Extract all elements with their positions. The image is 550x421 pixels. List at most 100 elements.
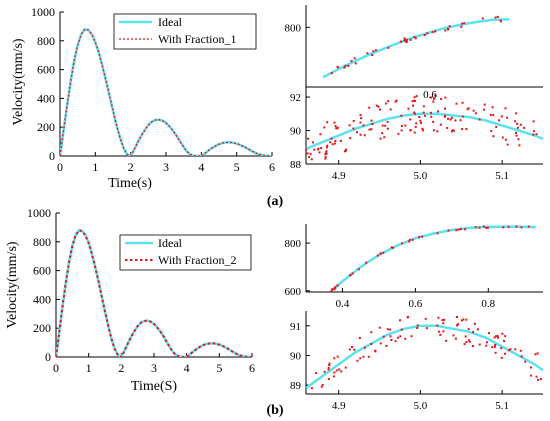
fraction-point xyxy=(348,124,351,127)
fraction-point xyxy=(504,335,507,338)
fraction-point xyxy=(387,100,390,103)
fraction-point xyxy=(412,104,414,107)
x-tick-label: 5 xyxy=(216,361,222,375)
fraction-point xyxy=(327,368,330,371)
fraction-point xyxy=(500,115,503,118)
fraction-point xyxy=(482,225,485,228)
fraction-point xyxy=(474,322,476,325)
fraction-point xyxy=(450,116,453,119)
fraction-point xyxy=(339,139,342,142)
fraction-point xyxy=(523,126,526,129)
y-tick-label: 400 xyxy=(37,91,55,105)
fraction-point xyxy=(363,134,366,137)
fraction-point xyxy=(436,232,439,235)
y-tick-label: 800 xyxy=(285,22,302,34)
fraction-point xyxy=(519,349,522,352)
fraction-points xyxy=(330,225,530,292)
fraction-point xyxy=(362,124,365,127)
fraction-point xyxy=(422,111,425,114)
fraction-point xyxy=(425,327,428,330)
fraction-point xyxy=(370,119,373,122)
x-tick-label: 5 xyxy=(234,160,240,174)
fraction-point xyxy=(336,284,339,287)
panel-label-a: (a) xyxy=(267,194,284,209)
fraction-point xyxy=(333,142,336,145)
fraction-point xyxy=(404,124,407,127)
fraction-point xyxy=(504,138,507,141)
fraction-point xyxy=(423,34,426,36)
fraction-point xyxy=(499,19,502,22)
fraction-point xyxy=(306,148,307,151)
fraction-series-line xyxy=(60,28,272,156)
fraction-point xyxy=(310,387,313,389)
fraction-point xyxy=(353,348,356,351)
fraction-point xyxy=(491,106,494,109)
fraction-point xyxy=(344,150,347,152)
fraction-point xyxy=(414,112,416,115)
fraction-point xyxy=(390,339,393,341)
fraction-point xyxy=(333,288,336,291)
fraction-point xyxy=(433,97,435,100)
fraction-point xyxy=(419,119,422,122)
fraction-point xyxy=(426,32,429,35)
fraction-point xyxy=(308,156,311,158)
fraction-point xyxy=(491,346,494,349)
annotation-label: 0.6 xyxy=(423,89,437,101)
fraction-point xyxy=(436,324,439,327)
fraction-point xyxy=(474,112,477,115)
legend: Ideal With Fraction_1 xyxy=(113,13,257,50)
fraction-point xyxy=(328,364,331,366)
fraction-point xyxy=(415,122,418,125)
legend-fraction-label: With Fraction_2 xyxy=(158,253,237,267)
fraction-point xyxy=(530,366,532,369)
fraction-point xyxy=(381,124,384,127)
x-tick-label: 1 xyxy=(86,361,92,375)
y-tick-label: 90 xyxy=(290,126,302,138)
fraction-points xyxy=(306,94,538,161)
x-tick-label: 5.1 xyxy=(495,170,509,182)
fraction-point xyxy=(368,128,371,131)
fraction-point xyxy=(449,118,452,121)
fraction-point xyxy=(467,339,470,342)
y-tick-label: 1000 xyxy=(31,5,55,19)
fraction-point xyxy=(437,316,440,319)
fraction-point xyxy=(400,129,403,132)
fraction-point xyxy=(344,366,347,369)
fraction-point xyxy=(446,127,449,129)
y-tick-label: 92 xyxy=(290,92,301,104)
x-tick-label: 2 xyxy=(118,361,124,375)
fraction-point xyxy=(515,112,518,115)
y-axis-label: Velocity(mm/s) xyxy=(5,241,20,328)
y-tick-label: 0 xyxy=(49,149,55,163)
fraction-point xyxy=(336,65,339,68)
fraction-point xyxy=(370,343,373,345)
fraction-point xyxy=(444,29,447,32)
fraction-point xyxy=(436,110,439,113)
fraction-point xyxy=(456,324,458,327)
fraction-point xyxy=(474,226,477,229)
fraction-point xyxy=(481,17,484,20)
fraction-point xyxy=(379,108,381,111)
fraction-point xyxy=(422,129,425,132)
fraction-point xyxy=(379,252,382,255)
fraction-point xyxy=(332,375,335,378)
fraction-point xyxy=(370,331,373,334)
fraction-point xyxy=(459,228,462,231)
fraction-point xyxy=(430,111,432,114)
fraction-point xyxy=(431,31,434,34)
fraction-point xyxy=(383,136,386,139)
fraction-point xyxy=(537,378,539,381)
fraction-point xyxy=(494,351,497,354)
fraction-point xyxy=(323,126,326,129)
x-tick-label: 5.0 xyxy=(414,400,428,412)
fraction-point xyxy=(493,336,496,339)
fraction-point xyxy=(406,315,409,318)
fraction-point xyxy=(456,316,458,318)
fraction-point xyxy=(326,144,329,147)
fraction-point xyxy=(418,236,421,238)
fraction-point xyxy=(504,107,507,110)
fraction-point xyxy=(312,141,314,144)
fraction-point xyxy=(451,129,454,132)
fraction-point xyxy=(443,318,446,321)
fraction-point xyxy=(419,122,422,124)
